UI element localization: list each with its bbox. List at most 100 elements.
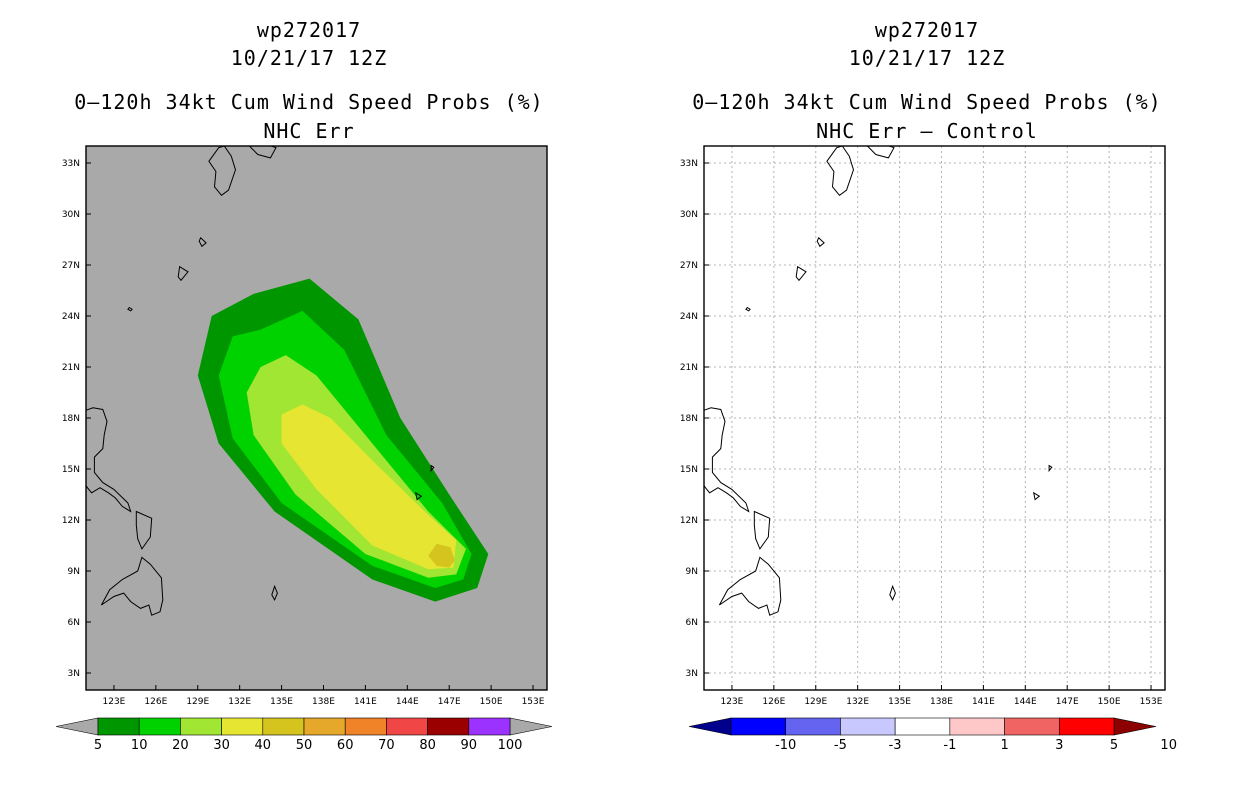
x-tick-label: 135E [888,697,911,707]
x-tick-label: 138E [312,697,335,707]
coastline [704,407,750,513]
x-tick-label: 141E [972,697,995,707]
coastline [753,510,771,550]
x-tick-label: 147E [438,697,461,707]
colorbar-label: -3 [889,738,902,753]
colorbar-label: 100 [498,738,523,753]
colorbar-under-arrow [55,717,99,736]
y-tick-label: 30N [62,210,80,220]
y-tick-label: 30N [680,210,698,220]
x-tick-label: 132E [846,697,869,707]
coastline [745,306,751,312]
coastline [177,265,189,282]
y-tick-label: 3N [686,669,698,679]
coastline [100,556,164,616]
datetime-title: 10/21/17 12Z [848,46,1006,70]
colorbar-swatch [180,717,222,736]
coastline [795,265,807,282]
prob-region-40 [428,543,455,568]
chart-title: 0–120h 34kt Cum Wind Speed Probs (%) [74,90,544,114]
colorbar-label: -1 [943,738,956,753]
coastline [414,491,423,501]
colorbar-label: 10 [131,738,148,753]
x-tick-label: 135E [270,697,293,707]
y-tick-label: 24N [62,312,80,322]
colorbar-swatch [1058,717,1115,736]
x-tick-label: 144E [1014,697,1037,707]
colorbar-label: 10 [1160,738,1177,753]
colorbar-swatch [894,717,951,736]
coastline [271,584,278,602]
coastline [816,236,825,248]
x-tick-label: 153E [522,697,545,707]
y-tick-label: 21N [680,363,698,373]
colorbar-label: 40 [255,738,272,753]
colorbar-swatch [468,717,511,736]
colorbar-over-arrow [1113,717,1157,736]
colorbar-swatch [221,717,264,736]
prob-region-30 [281,404,457,570]
colorbar-label: 70 [378,738,395,753]
y-tick-label: 33N [62,159,80,169]
x-tick-label: 144E [396,697,419,707]
colorbar-label: 80 [419,738,436,753]
colorbar-swatch [840,717,896,736]
y-tick-label: 18N [680,414,698,424]
coastline [198,236,207,248]
x-tick-label: 126E [762,697,785,707]
colorbar-label: 1 [1000,738,1008,753]
y-tick-label: 18N [62,414,80,424]
coastline [1032,491,1041,501]
plot-area [86,146,489,616]
colorbar-label: 3 [1055,738,1063,753]
colorbar-label: 30 [213,738,230,753]
coastline [866,146,895,159]
y-tick-label: 15N [680,465,698,475]
x-tick-label: 132E [228,697,251,707]
storm-id-title: wp272017 [874,18,980,42]
left-panel: wp272017 10/21/17 12Z 0–120h 34kt Cum Wi… [55,18,553,753]
y-tick-label: 21N [62,363,80,373]
colorbar-swatch [730,717,787,736]
colorbar-label: 90 [461,738,478,753]
y-tick-label: 3N [68,669,80,679]
y-tick-label: 15N [62,465,80,475]
colorbar-swatch [138,717,181,736]
right-panel: wp272017 10/21/17 12Z 0–120h 34kt Cum Wi… [618,0,1236,800]
colorbar-swatch [262,717,305,736]
datetime-title: 10/21/17 12Z [230,46,388,70]
x-tick-label: 150E [480,697,503,707]
probability-map: 123E 126E 129E 132E 135E 138E 141E 144E 147E 150E… [55,145,553,753]
chart-title: 0–120h 34kt Cum Wind Speed Probs (%) [692,90,1162,114]
coastline [135,510,153,550]
chart-subtitle: NHC Err [263,119,355,143]
colorbar-swatch [97,717,140,736]
y-tick-label: 6N [686,618,698,628]
coastline [718,556,782,616]
plot-area [704,146,1165,690]
colorbar-swatch [785,717,841,736]
x-tick-label: 126E [144,697,167,707]
y-tick-label: 24N [680,312,698,322]
colorbar-label: 5 [1110,738,1118,753]
chart-subtitle: NHC Err – Control [816,119,1038,143]
coastline [430,464,435,473]
coastline [889,584,896,602]
colorbar-under-arrow [688,717,732,736]
colorbar-swatch [1004,717,1060,736]
colorbar-swatch [949,717,1005,736]
colorbar-label: 20 [172,738,189,753]
y-tick-label: 6N [68,618,80,628]
coastline [86,407,132,513]
y-tick-label: 12N [680,516,698,526]
x-tick-label: 138E [930,697,953,707]
colorbar-label: 60 [337,738,354,753]
colorbar-label: -5 [834,738,847,753]
colorbar-label: 5 [94,738,102,753]
colorbar-swatch [344,717,387,736]
coastline [208,146,237,196]
coastline [248,146,277,159]
coastline [127,306,133,312]
x-tick-label: 147E [1056,697,1079,707]
colorbar-over-arrow [509,717,553,736]
